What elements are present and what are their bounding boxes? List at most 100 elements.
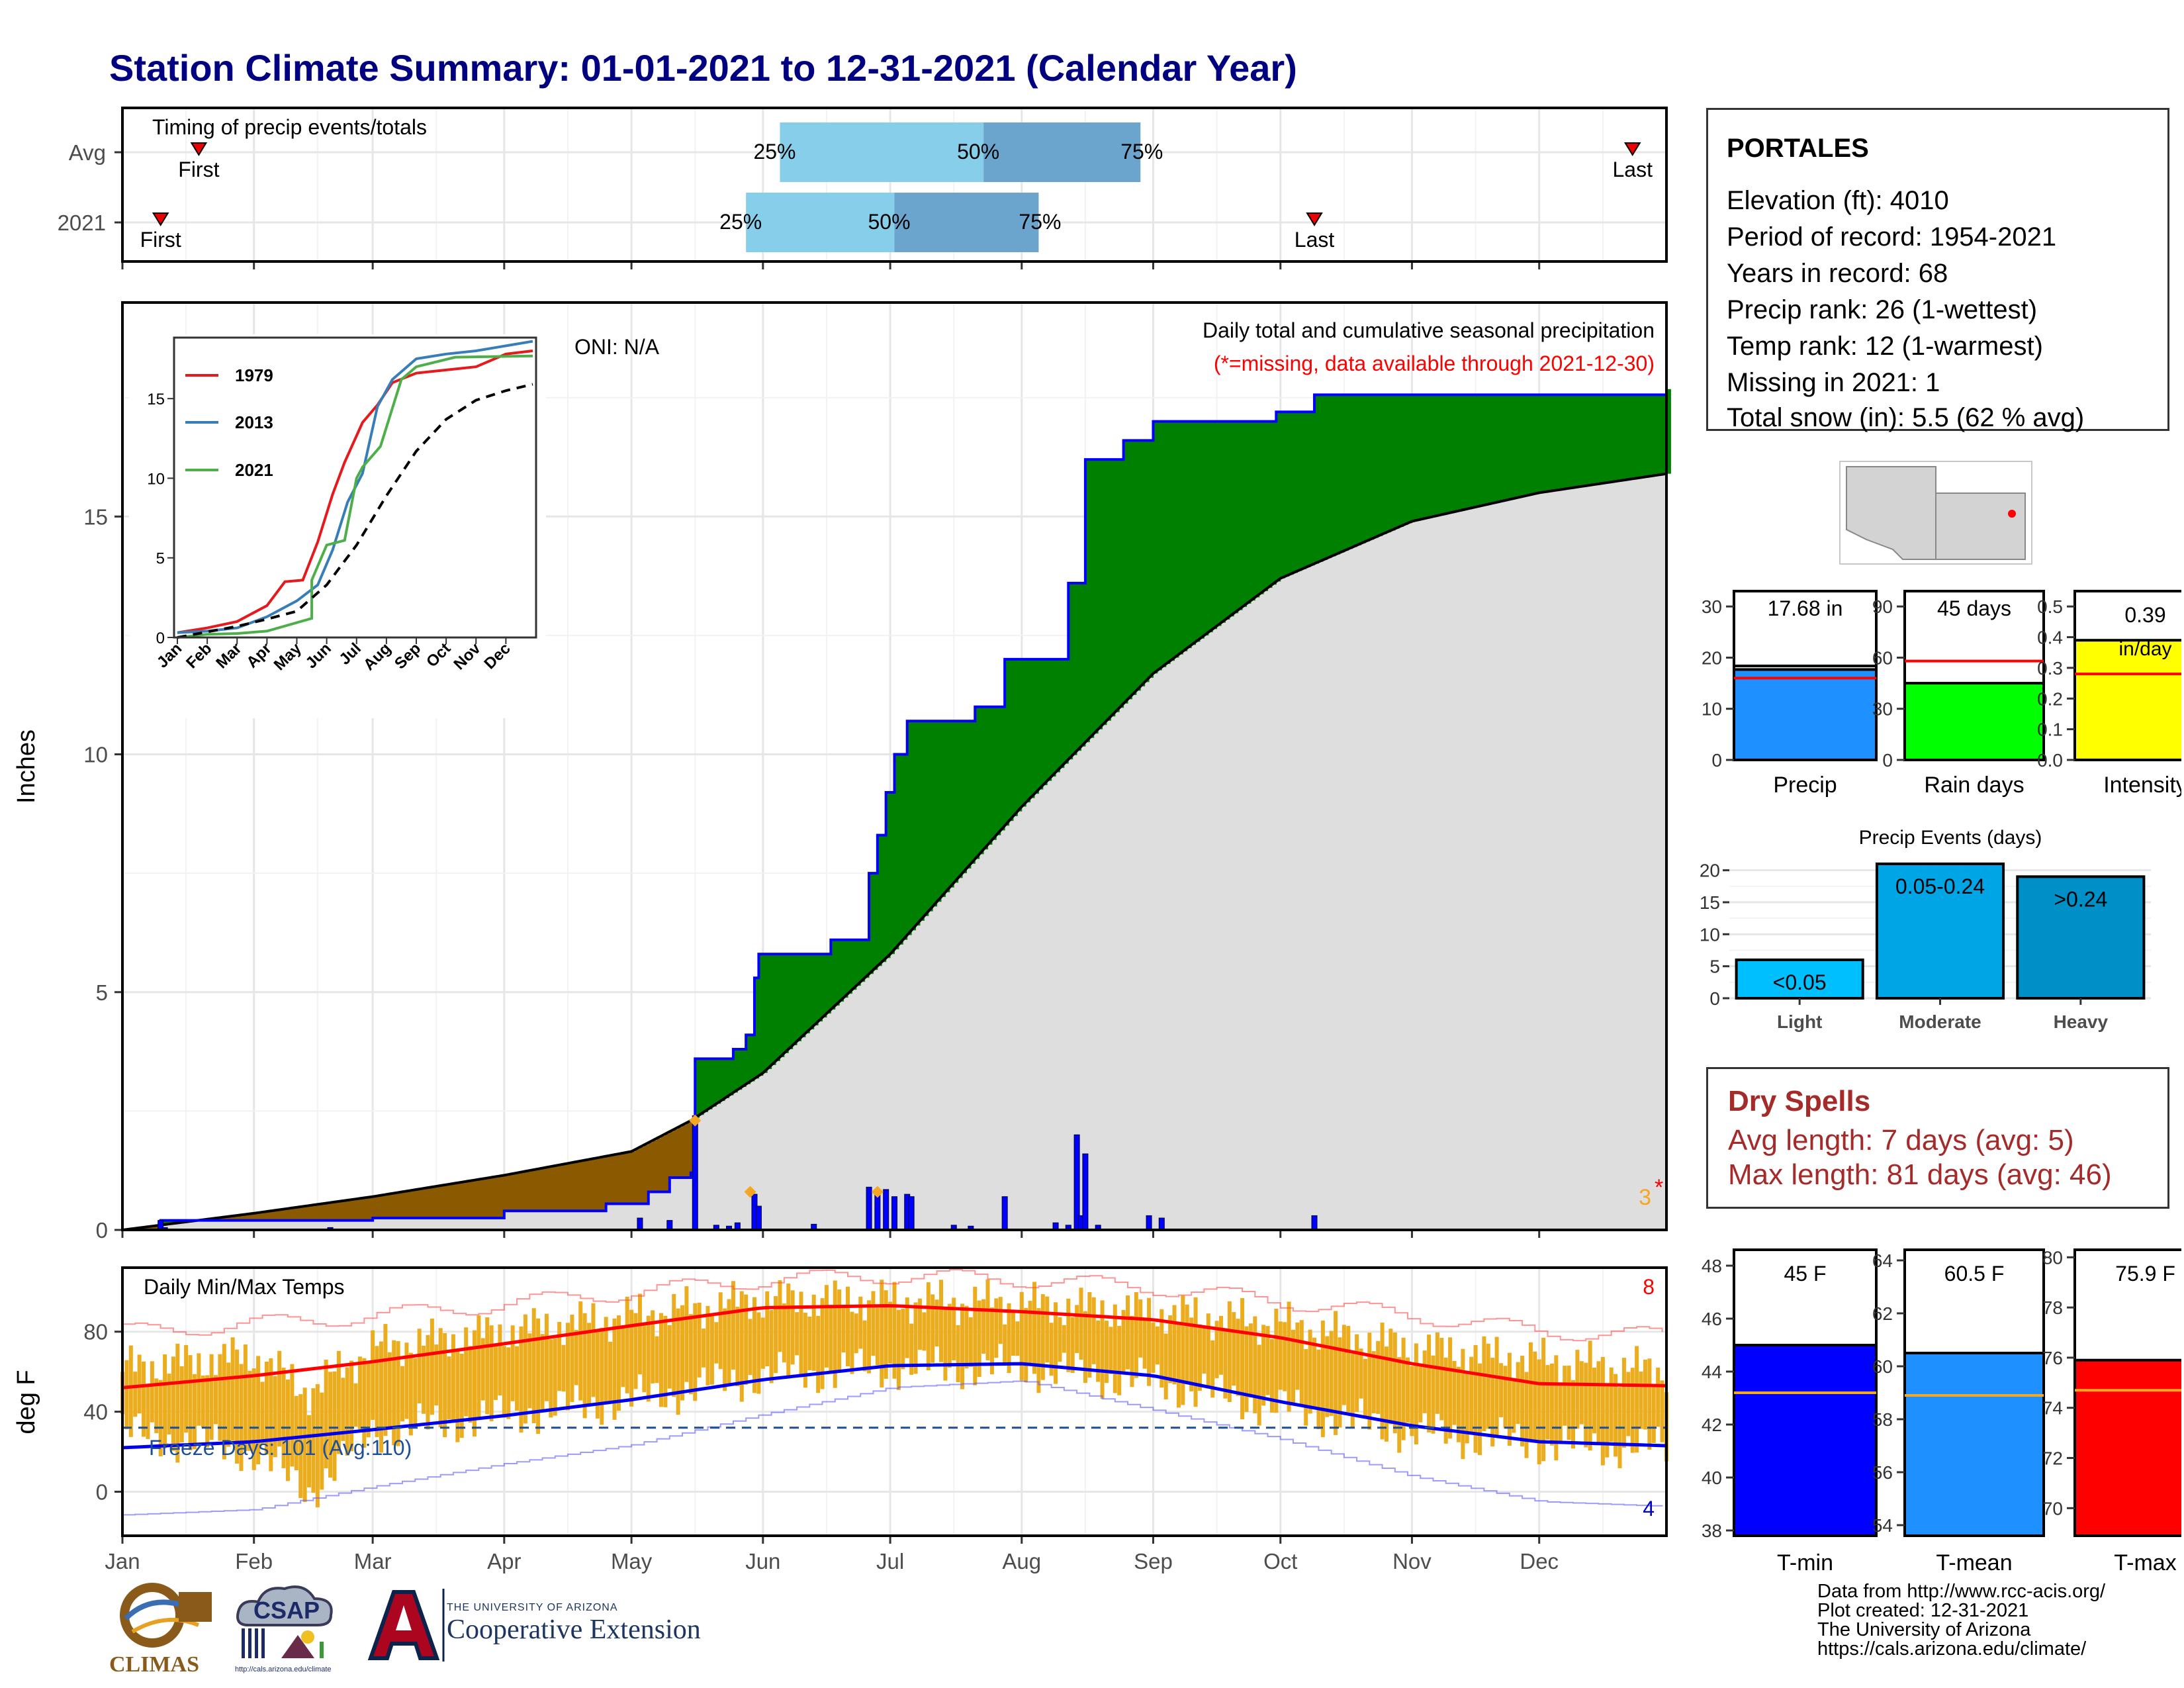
daily-precip-bar [755,1205,762,1231]
daily-temp-range-bar [1223,1331,1228,1399]
timing-label-25: 25% [753,140,796,164]
below-average-fill [275,1210,280,1221]
daily-temp-range-bar [1359,1348,1363,1399]
below-average-fill [347,1200,352,1221]
credit-url: https://cals.arizona.edu/climate/ [1817,1638,2087,1660]
above-average-fill [1590,395,1595,485]
daily-temp-range-bar [833,1280,837,1388]
daily-temp-range-bar [939,1280,944,1362]
above-average-fill [1649,395,1655,477]
daily-temp-range-bar [714,1322,719,1364]
below-average-fill [228,1216,234,1221]
above-average-fill [1297,412,1302,571]
daily-precip-bar [908,1196,915,1231]
above-average-fill [1123,440,1128,704]
above-average-fill [1504,395,1510,500]
daily-temp-range-bar [527,1333,532,1409]
below-average-fill [512,1173,518,1211]
daily-temp-range-bar [311,1388,316,1493]
above-average-fill [1572,395,1578,488]
daily-temp-range-bar [1397,1357,1402,1453]
daily-temp-range-bar [1257,1344,1261,1426]
above-average-fill [1089,459,1095,738]
daily-temp-range-bar [841,1306,846,1353]
above-average-fill [805,954,810,1034]
precip-y-axis-label: Inches [13,729,40,804]
daily-temp-range-bar [1367,1333,1372,1430]
daily-temp-range-bar [455,1350,460,1442]
right-margin [2181,563,2184,1589]
above-average-fill [1386,395,1391,533]
daily-temp-range-bar [1448,1337,1453,1439]
daily-temp-range-bar [142,1361,146,1437]
daily-temp-range-bar [328,1372,333,1478]
oni-annotation: ONI: N/A [574,335,660,359]
precip-y-tick-label: 15 [83,504,108,529]
intensity-unit-label: in/day [2118,638,2171,660]
above-average-fill [1038,659,1044,790]
below-average-fill [478,1179,484,1219]
daily-precip-bar [866,1186,872,1231]
below-average-fill [317,1204,322,1221]
daily-temp-range-bar [582,1313,587,1419]
below-average-fill [389,1194,394,1219]
below-average-fill [372,1196,378,1219]
below-average-fill [606,1156,611,1204]
rain_days-title: Rain days [1924,773,2024,798]
daily-temp-range-bar [705,1305,710,1385]
daily-temp-range-bar [468,1346,473,1423]
daily-temp-range-bar [1236,1319,1240,1396]
rain_days-value-label: 45 days [1937,596,2011,620]
daily-temp-range-bar [260,1382,265,1445]
daily-temp-range-bar [1507,1352,1512,1446]
average-max-line [122,1304,1667,1389]
above-average-fill [872,873,878,970]
daily-temp-range-bar [1045,1296,1050,1363]
daily-temp-range-bar [1503,1366,1508,1429]
above-average-fill [1208,421,1213,633]
daily-temp-range-bar [977,1300,981,1378]
tmean-y-tick-label: 58 [1872,1409,1893,1430]
above-average-fill [864,939,870,978]
daily-temp-range-bar [341,1378,345,1441]
tmin-title: T-min [1777,1550,1833,1575]
daily-temp-range-bar [1113,1304,1117,1393]
daily-temp-range-bar [659,1313,663,1407]
daily-temp-range-bar [892,1282,897,1379]
daily-temp-range-bar [1304,1349,1308,1426]
inset-y-tick-label: 10 [147,470,165,488]
above-average-fill [1500,395,1506,502]
tmin-y-tick-label: 46 [1702,1309,1722,1329]
daily-temp-range-bar [731,1281,735,1370]
daily-temp-range-bar [188,1355,193,1450]
csap-url: http://cals.arizona.edu/climate [235,1665,332,1673]
below-average-fill [224,1217,229,1221]
daily-temp-range-bar [1287,1301,1291,1412]
daily-temp-range-bar [608,1341,613,1402]
rain_days-y-tick-label: 30 [1872,699,1893,720]
below-average-fill [465,1181,471,1219]
daily-temp-range-bar [604,1317,608,1404]
above-average-fill [1488,395,1493,504]
below-average-fill [342,1200,348,1221]
above-average-fill [1267,421,1273,588]
daily-temp-range-bar [578,1301,583,1401]
above-average-fill [1428,395,1433,518]
above-average-fill [784,954,789,1053]
daily-temp-range-bar [1376,1340,1381,1414]
events-category-label: Light [1777,1011,1822,1032]
daily-temp-range-bar [795,1312,799,1356]
timing-label-25: 25% [719,210,762,234]
daily-temp-range-bar [472,1330,477,1437]
below-average-fill [559,1164,565,1211]
above-average-fill [1547,395,1553,492]
daily-temp-range-bar [1015,1321,1020,1356]
above-average-fill [694,1058,700,1118]
below-average-fill [232,1215,238,1221]
daily-temp-range-bar [1342,1325,1346,1405]
above-average-fill [1496,395,1502,502]
below-average-fill [152,1226,157,1230]
daily-temp-range-bar [1490,1358,1495,1447]
above-average-fill [979,706,984,855]
daily-temp-range-bar [718,1292,723,1370]
